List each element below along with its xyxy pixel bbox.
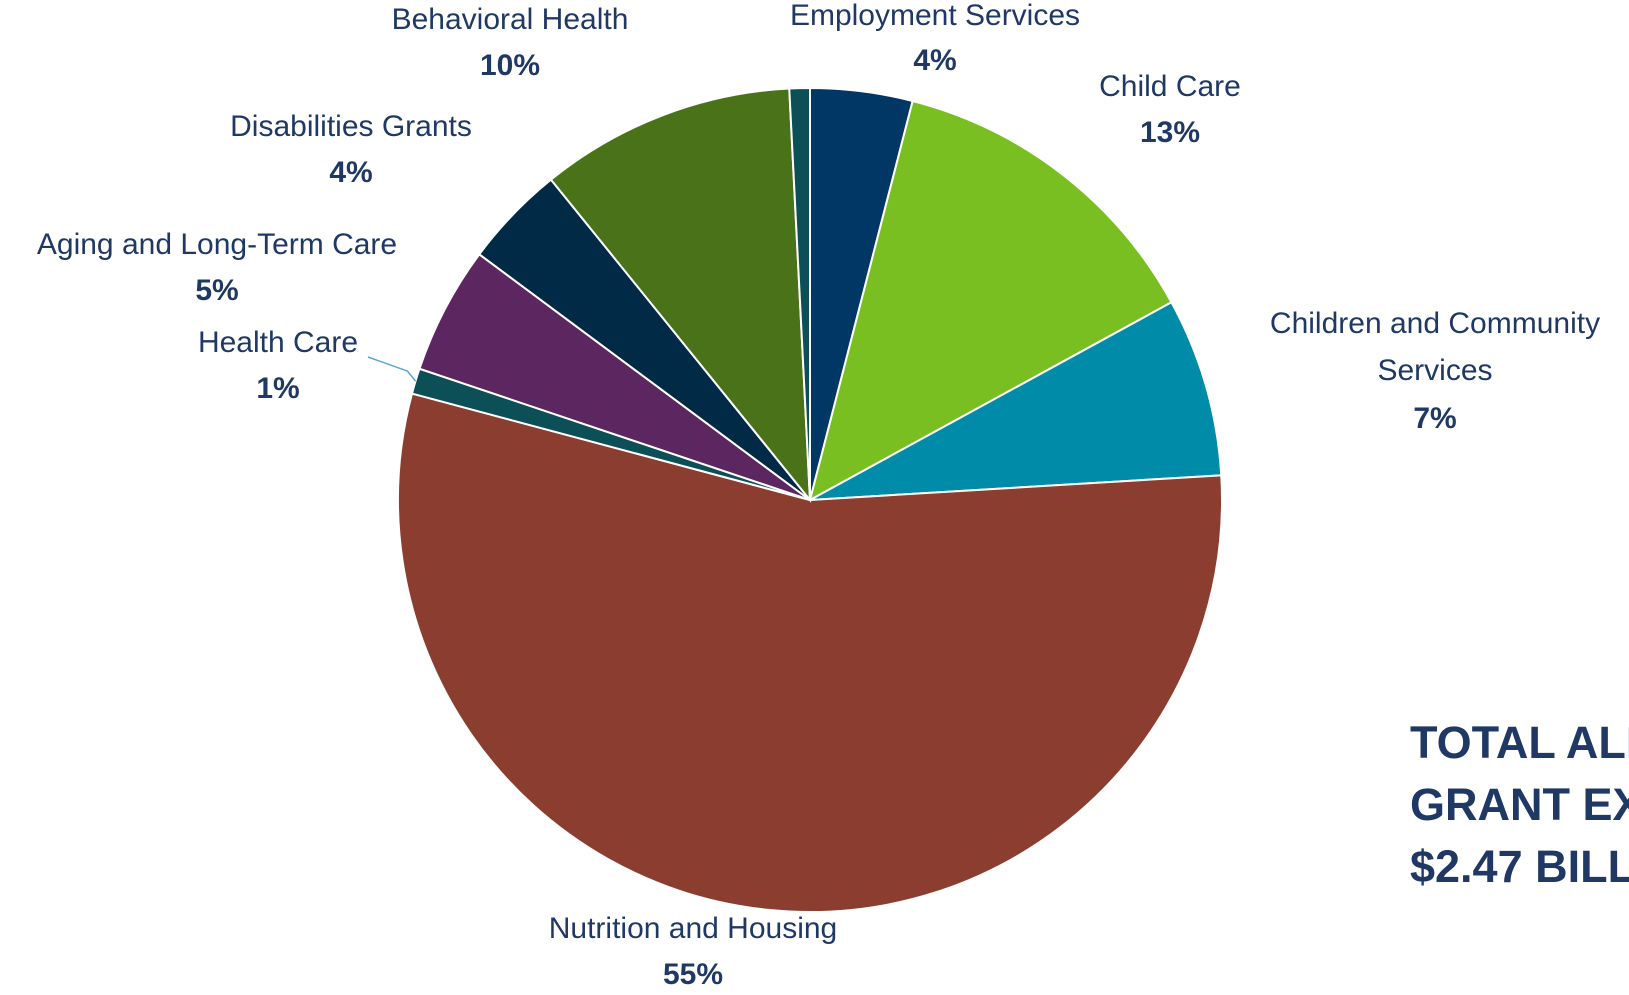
label-health-care: Health Care bbox=[198, 326, 358, 359]
value-disabilities-grants: 4% bbox=[329, 156, 372, 189]
value-child-care: 13% bbox=[1140, 116, 1200, 149]
value-children-and-community-services: 7% bbox=[1413, 402, 1456, 435]
label-disabilities-grants: Disabilities Grants bbox=[230, 110, 472, 143]
label-nutrition-and-housing: Nutrition and Housing bbox=[549, 912, 838, 945]
label-children-and-community-services-line-2: Services bbox=[1377, 354, 1492, 387]
slice-children-and-community-services bbox=[809, 300, 1223, 501]
slice-nutrition-and-housing bbox=[397, 392, 1223, 914]
value-employment-services: 4% bbox=[913, 44, 956, 77]
label-behavioral-health: Behavioral Health bbox=[392, 3, 629, 36]
total-line-1: TOTAL ALL bbox=[1410, 717, 1629, 768]
label-children-and-community-services-line-1: Children and Community bbox=[1270, 307, 1600, 340]
leader-line-health-care bbox=[367, 356, 417, 382]
slice-unlabeled bbox=[788, 86, 811, 501]
value-health-care: 1% bbox=[256, 372, 299, 405]
value-aging-and-long-term-care: 5% bbox=[195, 274, 238, 307]
total-line-2: GRANT EX bbox=[1410, 779, 1629, 830]
label-aging-and-long-term-care: Aging and Long-Term Care bbox=[37, 228, 397, 261]
total-expenditure: TOTAL ALL GRANT EX $2.47 BILL bbox=[1410, 712, 1629, 898]
pie-labels: Employment Services 4% Child Care 13% Childr… bbox=[37, 0, 1600, 991]
total-line-3: $2.47 BILL bbox=[1410, 841, 1629, 892]
value-behavioral-health: 10% bbox=[480, 49, 540, 82]
label-employment-services: Employment Services bbox=[790, 0, 1080, 32]
label-child-care: Child Care bbox=[1099, 70, 1241, 103]
value-nutrition-and-housing: 55% bbox=[663, 958, 723, 991]
slice-child-care bbox=[808, 99, 1173, 502]
slice-behavioral-health bbox=[549, 87, 812, 504]
pie-slices bbox=[397, 86, 1223, 914]
